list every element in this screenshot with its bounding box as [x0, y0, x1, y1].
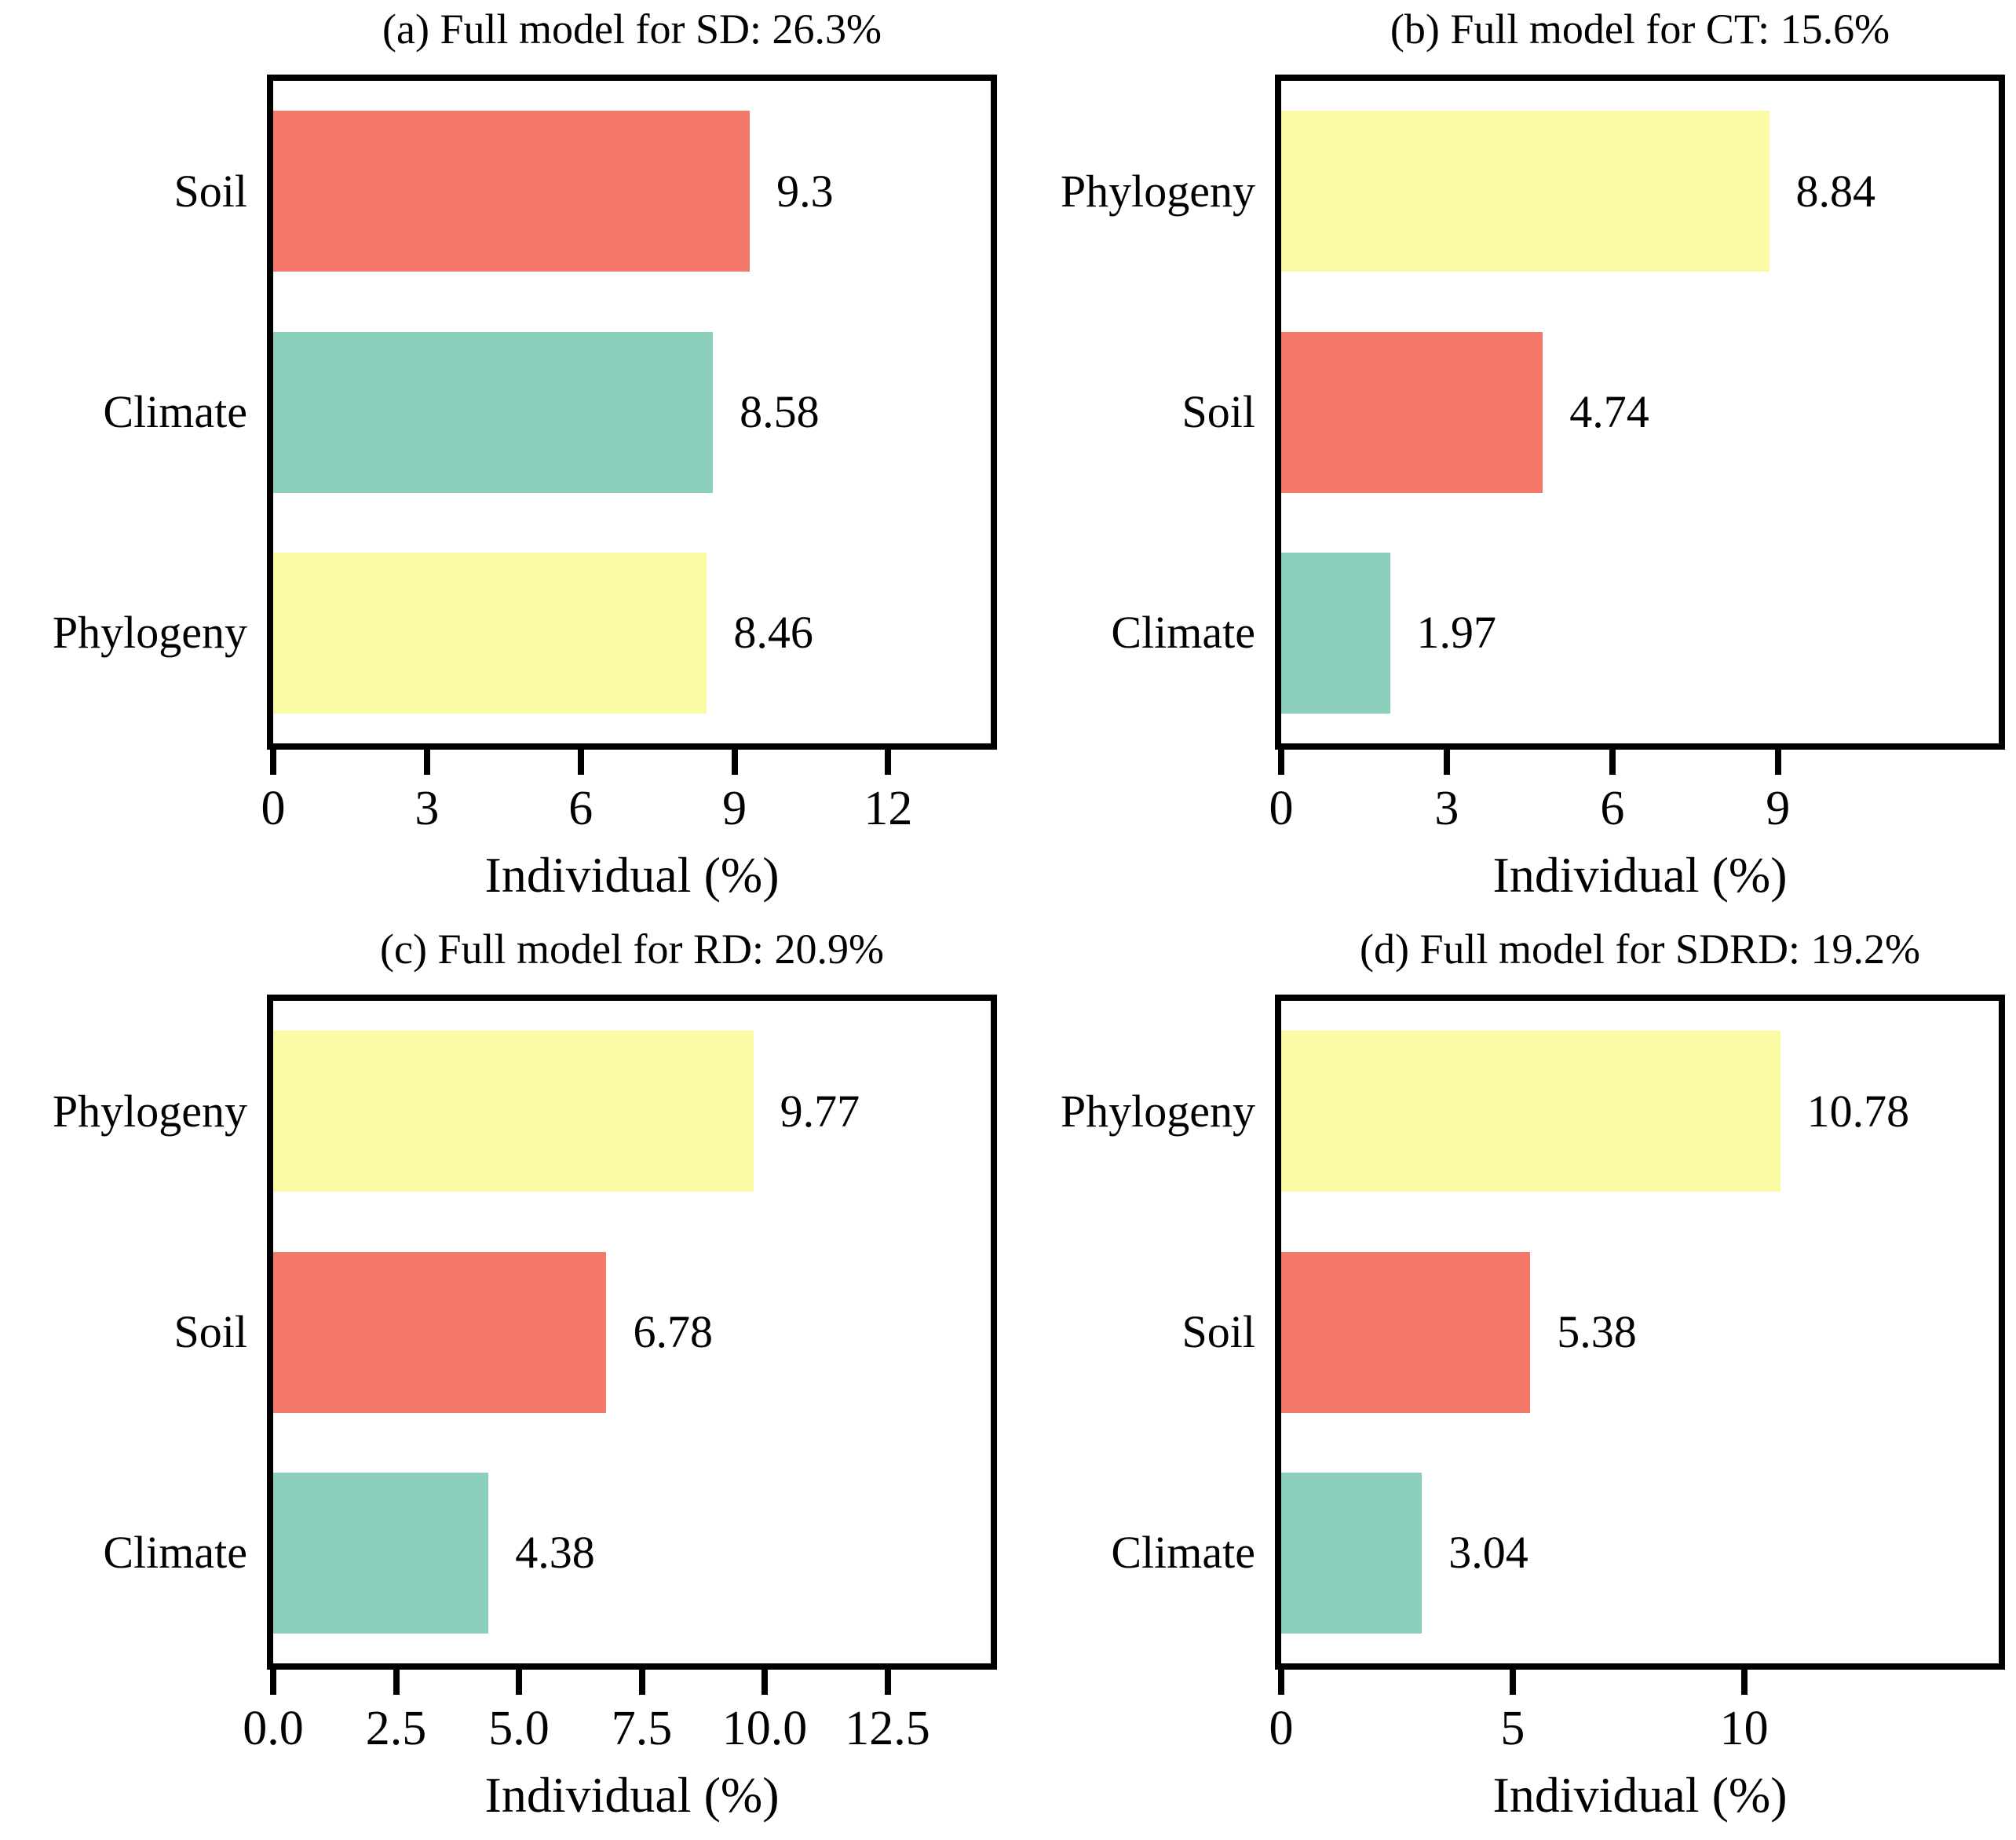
bar-climate: [273, 1472, 489, 1634]
x-axis-tick: [638, 1670, 645, 1695]
category-label-soil: Soil: [1181, 1306, 1256, 1357]
x-axis-tick: [761, 1670, 769, 1695]
bar-phylogeny: [273, 552, 707, 714]
x-axis-tick: [423, 750, 430, 775]
x-axis-tick-label: 9: [722, 782, 747, 835]
x-axis-tick-label: 12: [864, 782, 913, 835]
x-axis-tick-label: 9: [1766, 782, 1791, 835]
x-axis-tick: [884, 1670, 891, 1695]
bar-value-label: 1.97: [1416, 607, 1497, 659]
x-axis-tick-label: 0: [261, 782, 286, 835]
x-axis-tick: [577, 750, 584, 775]
chart-title: (a) Full model for SD: 26.3%: [382, 5, 882, 53]
bar-value-label: 8.46: [733, 607, 813, 659]
bar-value-label: 4.38: [515, 1527, 595, 1579]
x-axis-tick: [1740, 1670, 1748, 1695]
bar-value-label: 5.38: [1557, 1306, 1637, 1357]
x-axis-tick: [885, 750, 892, 775]
x-axis-label: Individual (%): [484, 1767, 780, 1823]
bar-climate: [273, 331, 714, 493]
x-axis-tick-label: 6: [568, 782, 593, 835]
x-axis-tick: [1443, 750, 1450, 775]
bar-value-label: 9.3: [776, 165, 834, 217]
category-label-climate: Climate: [103, 386, 247, 437]
category-label-climate: Climate: [103, 1527, 247, 1579]
x-axis-tick: [270, 750, 276, 775]
bar-value-label: 8.84: [1795, 165, 1876, 217]
category-label-phylogeny: Phylogeny: [1060, 165, 1255, 217]
bar-phylogeny: [1281, 1031, 1780, 1192]
category-label-climate: Climate: [1111, 1527, 1255, 1579]
category-label-soil: Soil: [173, 165, 248, 217]
bar-climate: [1281, 552, 1390, 714]
category-label-phylogeny: Phylogeny: [52, 1085, 247, 1137]
bar-value-label: 4.74: [1569, 386, 1649, 437]
bar-value-label: 6.78: [633, 1306, 713, 1357]
x-axis-label: Individual (%): [484, 847, 780, 903]
x-axis-tick: [1278, 750, 1284, 775]
x-axis-tick-label: 10.0: [721, 1702, 808, 1755]
x-axis-tick-label: 7.5: [611, 1702, 673, 1755]
category-label-climate: Climate: [1111, 607, 1255, 659]
x-axis-tick-label: 3: [1434, 782, 1459, 835]
bar-soil: [273, 111, 751, 272]
x-axis-tick-label: 2.5: [365, 1702, 427, 1755]
x-axis-tick: [393, 1670, 400, 1695]
category-label-phylogeny: Phylogeny: [1060, 1085, 1255, 1137]
bar-value-label: 8.58: [740, 386, 820, 437]
x-axis-tick-label: 3: [415, 782, 440, 835]
bar-soil: [1281, 331, 1543, 493]
x-axis-tick-label: 10: [1719, 1702, 1769, 1755]
chart-panel-c: (c) Full model for RD: 20.9% Individual …: [0, 920, 1008, 1840]
bar-phylogeny: [1281, 111, 1769, 272]
x-axis-label: Individual (%): [1492, 847, 1788, 903]
bar-value-label: 9.77: [780, 1085, 860, 1137]
x-axis-tick: [270, 1670, 276, 1695]
x-axis-tick-label: 12.5: [845, 1702, 930, 1755]
chart-title: (b) Full model for CT: 15.6%: [1390, 5, 1890, 53]
bar-climate: [1281, 1472, 1423, 1634]
chart-panel-d: (d) Full model for SDRD: 19.2% Individua…: [1008, 920, 2016, 1840]
chart-title: (d) Full model for SDRD: 19.2%: [1360, 925, 1920, 973]
x-axis-tick-label: 6: [1600, 782, 1625, 835]
x-axis-tick-label: 0: [1269, 782, 1294, 835]
x-axis-tick: [1609, 750, 1616, 775]
x-axis-tick-label: 0: [1269, 1702, 1294, 1755]
chart-panel-b: (b) Full model for CT: 15.6% Individual …: [1008, 0, 2016, 920]
x-axis-tick: [516, 1670, 522, 1695]
bar-value-label: 3.04: [1448, 1527, 1528, 1579]
bar-soil: [273, 1251, 607, 1413]
bar-phylogeny: [273, 1031, 754, 1192]
category-label-soil: Soil: [173, 1306, 248, 1357]
x-axis-tick-label: 0.0: [243, 1702, 304, 1755]
x-axis-tick: [1278, 1670, 1284, 1695]
x-axis-tick: [731, 750, 738, 775]
bar-value-label: 10.78: [1806, 1085, 1910, 1137]
x-axis-tick-label: 5: [1500, 1702, 1525, 1755]
category-label-phylogeny: Phylogeny: [52, 607, 247, 659]
x-axis-tick-label: 5.0: [488, 1702, 550, 1755]
x-axis-label: Individual (%): [1492, 1767, 1788, 1823]
x-axis-tick: [1509, 1670, 1516, 1695]
chart-title: (c) Full model for RD: 20.9%: [380, 925, 884, 973]
chart-panel-a: (a) Full model for SD: 26.3% Individual …: [0, 0, 1008, 920]
x-axis-tick: [1774, 750, 1781, 775]
category-label-soil: Soil: [1181, 386, 1256, 437]
bar-soil: [1281, 1251, 1531, 1413]
